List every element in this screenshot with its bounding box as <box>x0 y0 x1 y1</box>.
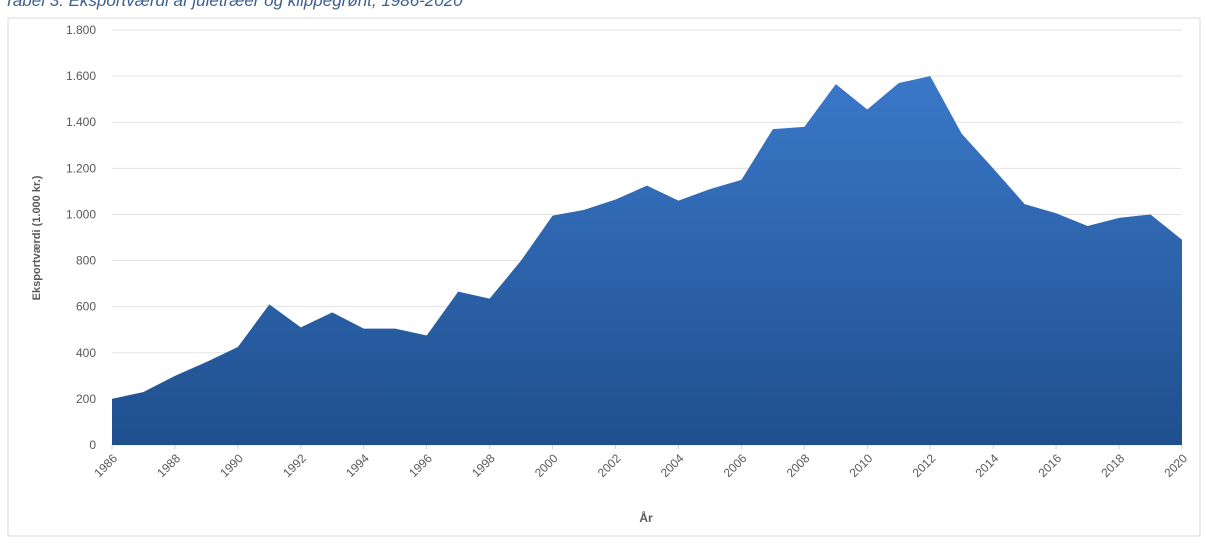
x-tick-label: 2014 <box>973 451 1002 480</box>
chart-title: Tabel 3: Eksportværdi af juletræer og kl… <box>4 0 463 10</box>
x-tick-label: 2002 <box>595 451 624 480</box>
y-tick-label: 1.200 <box>66 161 96 175</box>
x-tick-label: 1994 <box>343 451 372 480</box>
x-tick-label: 2012 <box>910 451 939 480</box>
x-tick-label: 2006 <box>721 451 750 480</box>
area <box>112 76 1182 445</box>
x-tick-label: 2000 <box>532 451 561 480</box>
y-axis-label: Eksportværdi (1.000 kr.) <box>31 175 43 300</box>
y-tick-label: 1.600 <box>66 69 96 83</box>
y-tick-label: 1.400 <box>66 115 96 129</box>
y-tick-label: 600 <box>76 300 96 314</box>
x-tick-label: 1998 <box>469 451 498 480</box>
x-axis-label: År <box>639 510 653 525</box>
x-tick-label: 1996 <box>406 451 435 480</box>
x-tick-label: 2020 <box>1161 451 1190 480</box>
x-tick-label: 2008 <box>784 451 813 480</box>
y-tick-label: 800 <box>76 254 96 268</box>
x-tick-label: 2018 <box>1098 451 1127 480</box>
y-tick-label: 1.800 <box>66 23 96 37</box>
y-tick-label: 200 <box>76 392 96 406</box>
x-tick-label: 1990 <box>217 451 246 480</box>
chart-border <box>7 17 1201 537</box>
x-tick-label: 1986 <box>91 451 120 480</box>
x-tick-label: 2010 <box>847 451 876 480</box>
y-tick-label: 0 <box>89 438 96 452</box>
y-tick-label: 1.000 <box>66 207 96 221</box>
y-tick-label: 400 <box>76 346 96 360</box>
x-tick-label: 2016 <box>1035 451 1064 480</box>
x-tick-label: 1992 <box>280 451 309 480</box>
x-tick-label: 1988 <box>154 451 183 480</box>
x-tick-label: 2004 <box>658 451 687 480</box>
